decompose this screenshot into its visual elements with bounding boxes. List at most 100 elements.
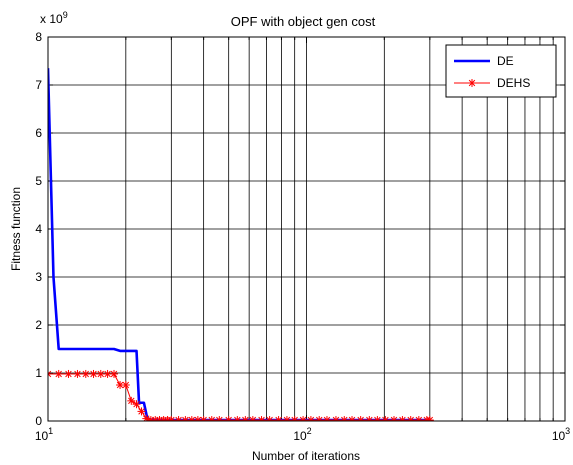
- x-tick-label: 103: [552, 426, 570, 443]
- dehs-marker: [365, 416, 374, 421]
- marker-stroke: [97, 370, 104, 378]
- y-multiplier-label: x 109: [40, 10, 68, 26]
- dehs-marker: [356, 416, 365, 421]
- y-tick-label: 2: [35, 318, 42, 332]
- dehs-marker: [299, 416, 308, 421]
- dehs-marker: [348, 416, 357, 421]
- dehs-marker: [48, 369, 52, 378]
- y-multiplier-exponent: 9: [63, 10, 68, 20]
- dehs-marker: [389, 416, 398, 421]
- marker-stroke: [227, 416, 232, 421]
- chart-title: OPF with object gen cost: [231, 14, 376, 29]
- legend-box: [445, 44, 557, 98]
- y-tick-labels: 0 1 2 3 4 5 6 7 8: [35, 30, 42, 428]
- marker-stroke: [309, 416, 315, 421]
- marker-stroke: [48, 370, 52, 375]
- marker-stroke: [276, 416, 282, 421]
- dehs-marker: [121, 381, 130, 389]
- marker-stroke: [358, 416, 364, 421]
- dehs-marker: [331, 416, 340, 421]
- marker-stroke: [48, 373, 52, 378]
- marker-stroke: [217, 416, 223, 421]
- marker-stroke: [65, 370, 72, 378]
- marker-stroke: [383, 416, 389, 421]
- y-tick-label: 7: [35, 78, 42, 92]
- x-tick-labels: 101 102 103: [35, 426, 570, 443]
- plot-border: [47, 36, 566, 422]
- marker-stroke: [428, 416, 434, 421]
- marker-stroke: [243, 416, 249, 421]
- marker-stroke: [293, 416, 298, 421]
- y-tick-label: 3: [35, 270, 42, 284]
- marker-stroke: [90, 370, 97, 378]
- x-tick-label: 102: [293, 426, 311, 443]
- dehs-marker: [132, 400, 141, 409]
- marker-stroke: [176, 416, 182, 421]
- marker-stroke: [82, 370, 90, 378]
- dehs-marker: [414, 416, 423, 421]
- marker-stroke: [285, 416, 291, 421]
- marker-stroke: [183, 416, 189, 421]
- grid: [48, 37, 565, 421]
- y-tick-label: 6: [35, 126, 42, 140]
- dehs-marker: [241, 416, 250, 421]
- marker-stroke: [235, 416, 241, 421]
- dehs-marker: [224, 416, 233, 421]
- marker-stroke: [190, 416, 196, 421]
- dehs-marker: [73, 369, 82, 378]
- marker-stroke: [367, 416, 373, 421]
- marker-stroke: [116, 381, 124, 389]
- dehs-marker: [199, 416, 208, 421]
- marker-stroke: [468, 79, 476, 87]
- dehs-marker: [425, 416, 434, 421]
- dehs-marker: [116, 381, 125, 389]
- legend-label-dehs: DEHS: [497, 76, 530, 90]
- marker-stroke: [350, 416, 356, 421]
- marker-stroke: [74, 370, 81, 378]
- dehs-marker: [127, 396, 136, 405]
- dehs-marker: [81, 369, 90, 378]
- dehs-marker: [207, 416, 216, 421]
- marker-stroke: [128, 397, 135, 405]
- y-tick-label: 4: [35, 222, 42, 236]
- y-tick-label: 5: [35, 174, 42, 188]
- legend: DE DEHS: [445, 44, 557, 98]
- dehs-marker: [215, 416, 224, 421]
- marker-stroke: [317, 416, 323, 421]
- dehs-marker: [340, 416, 349, 421]
- marker-stroke: [110, 370, 118, 378]
- marker-stroke: [267, 416, 273, 421]
- dehs-marker: [290, 416, 299, 421]
- dehs-marker: [468, 79, 476, 87]
- marker-stroke: [259, 416, 265, 421]
- dehs-marker: [167, 416, 176, 421]
- dehs-marker: [381, 416, 390, 421]
- y-tick-label: 1: [35, 366, 42, 380]
- marker-stroke: [301, 416, 307, 421]
- dehs-marker: [89, 369, 98, 378]
- marker-stroke: [138, 408, 145, 415]
- marker-stroke: [201, 416, 207, 421]
- series-layer: [48, 68, 434, 421]
- dehs-marker: [54, 369, 63, 378]
- dehs-marker: [406, 416, 415, 421]
- dehs-marker: [306, 416, 315, 421]
- dehs-marker: [233, 416, 242, 421]
- marker-stroke: [334, 416, 340, 421]
- dehs-marker: [96, 369, 105, 378]
- dehs-marker: [64, 369, 73, 378]
- y-multiplier-base: x 10: [40, 12, 63, 26]
- dehs-marker: [265, 416, 274, 421]
- marker-stroke: [210, 416, 215, 421]
- dehs-marker: [248, 416, 257, 421]
- dehs-marker: [282, 416, 291, 421]
- legend-label-de: DE: [497, 54, 514, 68]
- marker-stroke: [392, 416, 398, 421]
- marker-stroke: [169, 416, 175, 421]
- x-tick-label: 101: [35, 426, 53, 443]
- y-tick-label: 8: [35, 30, 42, 44]
- svg-text:x 109: x 109: [40, 10, 68, 26]
- marker-stroke: [55, 370, 62, 378]
- marker-stroke: [375, 416, 381, 421]
- marker-stroke: [400, 416, 406, 421]
